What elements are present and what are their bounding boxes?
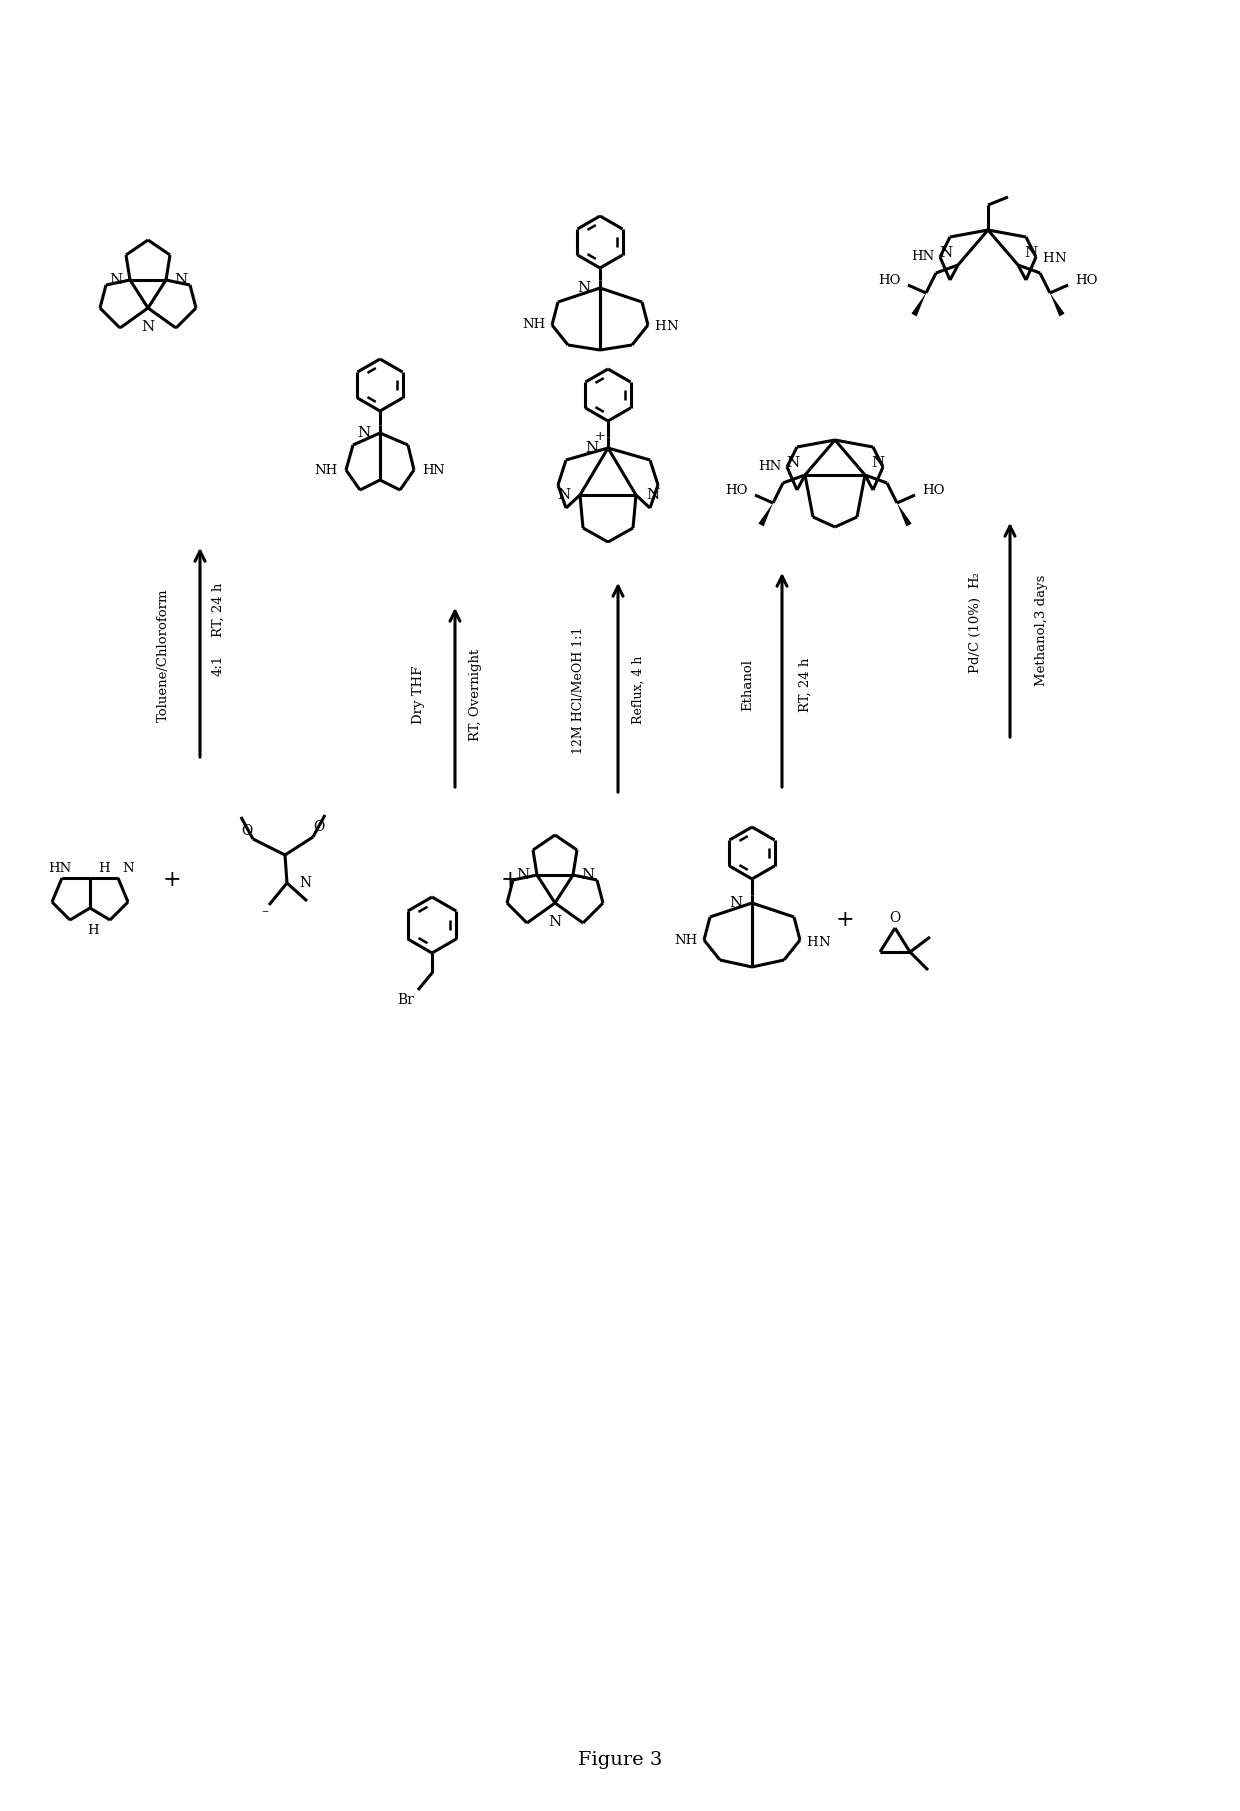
Text: +: + bbox=[501, 869, 520, 891]
Text: H₂: H₂ bbox=[968, 572, 982, 589]
Text: N: N bbox=[357, 426, 370, 440]
Text: HO: HO bbox=[725, 485, 748, 498]
Text: O: O bbox=[242, 824, 253, 838]
Text: HO: HO bbox=[1075, 275, 1097, 288]
Text: Br: Br bbox=[397, 992, 414, 1007]
Text: 12M HCl/MeOH 1:1: 12M HCl/MeOH 1:1 bbox=[572, 627, 584, 753]
Text: HO: HO bbox=[878, 275, 901, 288]
Text: N: N bbox=[666, 321, 677, 333]
Text: N: N bbox=[818, 936, 830, 949]
Text: N: N bbox=[557, 487, 570, 502]
Text: N: N bbox=[516, 867, 529, 882]
Text: Ethanol: Ethanol bbox=[742, 659, 754, 712]
Text: HN: HN bbox=[758, 460, 781, 473]
Text: +: + bbox=[162, 869, 181, 891]
Polygon shape bbox=[911, 293, 926, 317]
Text: RT, 24 h: RT, 24 h bbox=[212, 583, 224, 637]
Text: N: N bbox=[432, 464, 444, 476]
Text: N: N bbox=[582, 867, 594, 882]
Polygon shape bbox=[897, 503, 911, 527]
Text: N: N bbox=[646, 487, 660, 502]
Text: Pd/C (10%): Pd/C (10%) bbox=[968, 598, 982, 674]
Text: HN: HN bbox=[910, 250, 934, 263]
Text: H: H bbox=[653, 321, 666, 333]
Text: NH: NH bbox=[523, 319, 546, 331]
Text: RT, 24 h: RT, 24 h bbox=[799, 657, 811, 712]
Text: N: N bbox=[939, 246, 952, 261]
Text: N: N bbox=[577, 281, 590, 295]
Text: O: O bbox=[314, 820, 325, 835]
Text: N: N bbox=[141, 321, 155, 333]
Text: H: H bbox=[806, 936, 817, 949]
Text: NH: NH bbox=[675, 933, 698, 947]
Text: Toluene/Chloroform: Toluene/Chloroform bbox=[156, 589, 170, 723]
Text: HO: HO bbox=[923, 485, 945, 498]
Text: N: N bbox=[786, 456, 799, 471]
Text: RT, Overnight: RT, Overnight bbox=[469, 648, 481, 741]
Text: +: + bbox=[594, 429, 605, 442]
Text: –: – bbox=[262, 904, 269, 918]
Polygon shape bbox=[759, 503, 773, 527]
Text: Figure 3: Figure 3 bbox=[578, 1751, 662, 1769]
Text: Methanol,3 days: Methanol,3 days bbox=[1035, 574, 1049, 686]
Text: N: N bbox=[299, 877, 311, 889]
Text: N: N bbox=[729, 896, 742, 909]
Text: Reflux, 4 h: Reflux, 4 h bbox=[631, 656, 645, 724]
Text: N: N bbox=[122, 862, 134, 875]
Text: Dry THF: Dry THF bbox=[412, 666, 424, 724]
Text: O: O bbox=[889, 911, 900, 925]
Text: N: N bbox=[1054, 252, 1065, 266]
Text: H: H bbox=[98, 862, 110, 875]
Text: HN: HN bbox=[48, 862, 72, 875]
Text: N: N bbox=[548, 915, 562, 929]
Text: N: N bbox=[109, 273, 122, 286]
Text: H: H bbox=[87, 924, 99, 936]
Text: H: H bbox=[1042, 252, 1054, 266]
Text: N: N bbox=[1024, 246, 1037, 261]
Text: NH: NH bbox=[315, 464, 339, 476]
Text: N: N bbox=[174, 273, 187, 286]
Text: N: N bbox=[870, 456, 884, 471]
Text: +: + bbox=[836, 909, 854, 931]
Text: N: N bbox=[585, 442, 598, 455]
Text: 4:1: 4:1 bbox=[212, 654, 224, 676]
Polygon shape bbox=[1050, 293, 1065, 317]
Text: H: H bbox=[422, 464, 434, 476]
